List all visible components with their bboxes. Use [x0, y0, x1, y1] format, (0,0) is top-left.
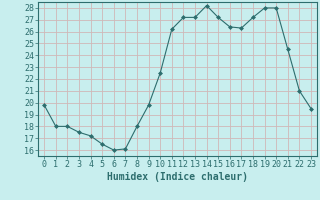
- X-axis label: Humidex (Indice chaleur): Humidex (Indice chaleur): [107, 172, 248, 182]
